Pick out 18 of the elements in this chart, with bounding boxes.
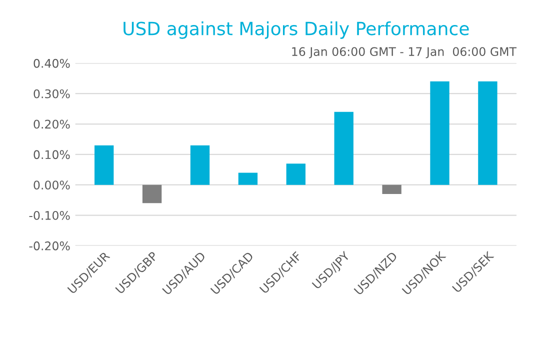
bar [478,81,498,185]
y-tick-label: -0.10% [29,211,70,220]
bar [286,164,306,185]
bar [430,81,450,185]
y-tick-label: 0.20% [34,120,70,129]
bar [238,172,258,185]
bar [334,112,354,185]
bar [142,184,162,204]
bar [94,145,114,185]
chart-title: USD against Majors Daily Performance [124,21,469,39]
y-tick-label: 0.00% [34,180,70,190]
bar [382,184,402,194]
y-tick-label: 0.10% [34,150,70,160]
chart-subtitle: 16 Jan 06:00 GMT - 17 Jan 06:00 GMT [292,47,517,58]
y-tick-label: 0.30% [34,89,70,98]
y-tick-label: 0.40% [34,58,70,68]
bar [190,145,210,185]
y-tick-label: -0.20% [29,241,70,250]
